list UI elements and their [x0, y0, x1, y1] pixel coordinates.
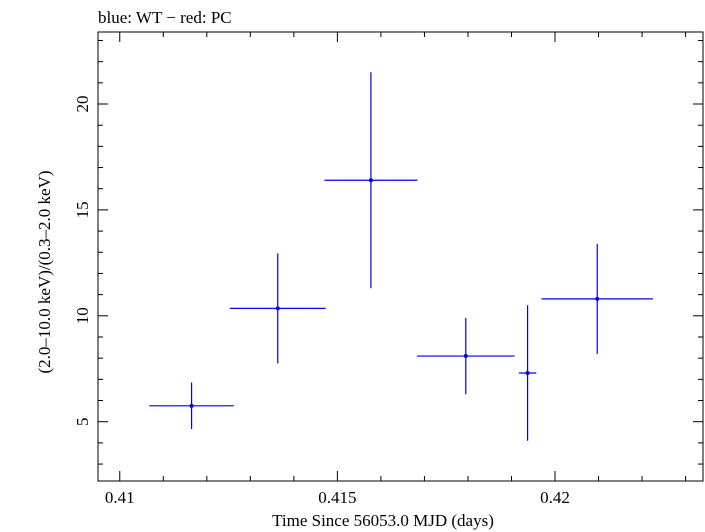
- data-point-wt: [541, 243, 653, 354]
- x-tick-label: 0.415: [318, 488, 356, 507]
- axis-tick-labels: 0.41 0.415 0.42 5 10 15 20: [73, 96, 570, 507]
- point-marker: [275, 306, 280, 311]
- data-point-wt: [518, 305, 537, 441]
- data-point-wt: [324, 72, 418, 289]
- y-tick-label: 15: [73, 201, 92, 218]
- data-points: [149, 72, 653, 441]
- axis-ticks: [98, 32, 703, 481]
- point-marker: [525, 370, 530, 375]
- point-marker: [189, 403, 194, 408]
- data-point-wt: [149, 382, 234, 430]
- x-axis-label: Time Since 56053.0 MJD (days): [272, 511, 494, 530]
- chart-title: blue: WT − red: PC: [98, 8, 232, 27]
- y-tick-label: 5: [73, 417, 92, 426]
- point-marker: [463, 354, 468, 359]
- plot-frame: [97, 31, 704, 482]
- data-point-wt: [417, 317, 515, 395]
- y-axis-label: (2.0–10.0 keV)/(0.3–2.0 keV): [35, 170, 54, 373]
- y-tick-label: 20: [73, 96, 92, 113]
- data-point-wt: [229, 253, 326, 364]
- point-marker: [595, 296, 600, 301]
- x-tick-label: 0.41: [105, 488, 135, 507]
- y-tick-label: 10: [73, 307, 92, 324]
- x-tick-label: 0.42: [540, 488, 570, 507]
- point-marker: [368, 178, 373, 183]
